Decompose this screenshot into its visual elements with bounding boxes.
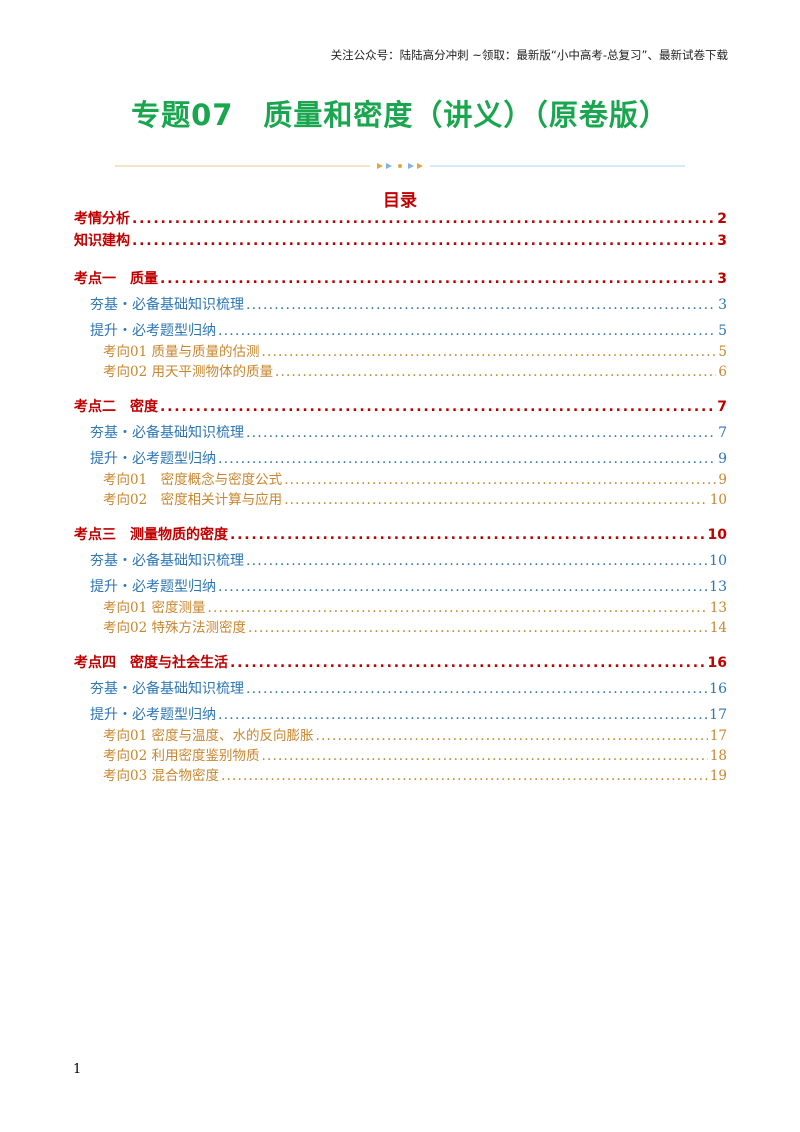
toc-entry-title: 提升・必考题型归纳 <box>90 323 216 339</box>
toc-entry-page: 13 <box>709 579 727 595</box>
toc-entry-title: 知识建构 <box>74 233 130 249</box>
header-note: 关注公众号：陆陆高分冲刺 ~领取：最新版“小中高考-总复习”、最新试卷下载 <box>330 48 728 62</box>
toc-entry-page: 18 <box>709 748 727 764</box>
toc-entry[interactable]: 考情分析....................................… <box>74 208 727 228</box>
toc-entry-title: 夯基・必备基础知识梳理 <box>90 425 244 441</box>
toc-dot-leader: ........................................… <box>247 620 708 636</box>
toc-entry[interactable]: 考向02 密度相关计算与应用..........................… <box>103 488 727 508</box>
toc-dot-leader: ........................................… <box>315 728 707 744</box>
toc-entry-page: 10 <box>709 553 727 569</box>
page-title: 专题07 质量和密度（讲义）（原卷版） <box>131 98 669 132</box>
toc-entry[interactable]: 夯基・必备基础知识梳理.............................… <box>90 550 727 570</box>
toc-dot-leader: ........................................… <box>230 655 706 671</box>
toc-entry[interactable]: 提升・必考题型归纳...............................… <box>90 576 727 596</box>
toc-dot-leader: ........................................… <box>246 425 716 441</box>
toc-dot-leader: ........................................… <box>246 681 707 697</box>
toc-entry[interactable]: 夯基・必备基础知识梳理.............................… <box>90 422 727 442</box>
toc-dot-leader: ........................................… <box>132 211 716 227</box>
toc-entry[interactable]: 知识建构....................................… <box>74 230 727 250</box>
toc-entry[interactable]: 考点二 密度..................................… <box>74 396 727 416</box>
title-divider <box>115 163 685 169</box>
toc-dot-leader: ........................................… <box>261 344 716 360</box>
toc-entry[interactable]: 考向02 特殊方法测密度............................… <box>103 616 727 636</box>
toc-entry-page: 13 <box>709 600 727 616</box>
toc-entry[interactable]: 考向01 密度测量...............................… <box>103 596 727 616</box>
toc-entry-page: 10 <box>709 492 727 508</box>
toc-entry[interactable]: 考向02 利用密度鉴别物质...........................… <box>103 744 727 764</box>
toc-entry-title: 夯基・必备基础知识梳理 <box>90 553 244 569</box>
toc-heading: 目录 <box>383 191 417 211</box>
toc-entry-title: 夯基・必备基础知识梳理 <box>90 297 244 313</box>
toc-dot-leader: ........................................… <box>132 233 716 249</box>
toc-entry-title: 考向02 用天平测物体的质量 <box>103 364 273 380</box>
toc-entry-title: 考点二 密度 <box>74 399 158 415</box>
toc-entry-page: 9 <box>718 472 727 488</box>
toc-dot-leader: ........................................… <box>218 707 707 723</box>
toc-entry-page: 7 <box>718 425 727 441</box>
toc-entry-page: 9 <box>718 451 727 467</box>
toc-entry-page: 2 <box>717 211 727 227</box>
toc-entry-title: 考情分析 <box>74 211 130 227</box>
toc-entry-title: 考点一 质量 <box>74 271 158 287</box>
toc-entry-page: 16 <box>707 655 727 671</box>
toc-entry[interactable]: 考向01 质量与质量的估测...........................… <box>103 340 727 360</box>
toc-dot-leader: ........................................… <box>218 323 716 339</box>
toc-entry-title: 提升・必考题型归纳 <box>90 707 216 723</box>
toc-entry-title: 考向01 密度与温度、水的反向膨胀 <box>103 728 314 744</box>
toc-entry-title: 考向03 混合物密度 <box>103 768 219 784</box>
toc-entry[interactable]: 考向02 用天平测物体的质量..........................… <box>103 360 727 380</box>
toc-entry[interactable]: 考向01 密度与温度、水的反向膨胀.......................… <box>103 724 727 744</box>
toc-dot-leader: ........................................… <box>160 271 716 287</box>
toc-entry-page: 3 <box>717 233 727 249</box>
toc-entry[interactable]: 提升・必考题型归纳...............................… <box>90 448 727 468</box>
toc-entry-title: 考向01 密度概念与密度公式 <box>103 472 283 488</box>
toc-entry[interactable]: 考向03 混合物密度..............................… <box>103 764 727 784</box>
toc-dot-leader: ........................................… <box>246 297 716 313</box>
toc-entry-page: 7 <box>717 399 727 415</box>
toc-entry-title: 考向02 密度相关计算与应用 <box>103 492 283 508</box>
toc-entry-page: 16 <box>709 681 727 697</box>
toc-entry[interactable]: 夯基・必备基础知识梳理.............................… <box>90 294 727 314</box>
toc-dot-leader: ........................................… <box>230 527 706 543</box>
toc-dot-leader: ........................................… <box>284 492 708 508</box>
toc-entry[interactable]: 提升・必考题型归纳...............................… <box>90 320 727 340</box>
toc-entry-title: 夯基・必备基础知识梳理 <box>90 681 244 697</box>
toc-entry[interactable]: 考点三 测量物质的密度.............................… <box>74 524 727 544</box>
page-number: 1 <box>73 1062 82 1077</box>
toc-entry-page: 14 <box>709 620 727 636</box>
toc-entry-page: 5 <box>718 344 727 360</box>
toc-entry-page: 3 <box>717 271 727 287</box>
toc-dot-leader: ........................................… <box>246 553 707 569</box>
toc-entry-page: 3 <box>718 297 727 313</box>
toc-entry[interactable]: 考点一 质量..................................… <box>74 268 727 288</box>
toc-dot-leader: ........................................… <box>207 600 708 616</box>
toc-dot-leader: ........................................… <box>261 748 707 764</box>
toc-entry-title: 考点四 密度与社会生活 <box>74 655 228 671</box>
toc-entry-page: 17 <box>709 707 727 723</box>
toc-dot-leader: ........................................… <box>160 399 716 415</box>
toc-entry-title: 考向02 特殊方法测密度 <box>103 620 246 636</box>
toc-dot-leader: ........................................… <box>218 451 716 467</box>
toc-entry-page: 17 <box>709 728 727 744</box>
toc-entry[interactable]: 提升・必考题型归纳...............................… <box>90 704 727 724</box>
toc-entry-title: 考点三 测量物质的密度 <box>74 527 228 543</box>
toc-entry-title: 提升・必考题型归纳 <box>90 579 216 595</box>
toc-entry[interactable]: 夯基・必备基础知识梳理.............................… <box>90 678 727 698</box>
toc-entry-page: 5 <box>718 323 727 339</box>
toc-dot-leader: ........................................… <box>274 364 716 380</box>
toc-entry-title: 考向01 质量与质量的估测 <box>103 344 260 360</box>
toc-entry-title: 考向02 利用密度鉴别物质 <box>103 748 260 764</box>
toc-entry-page: 6 <box>718 364 727 380</box>
toc-entry-title: 提升・必考题型归纳 <box>90 451 216 467</box>
toc-entry[interactable]: 考点四 密度与社会生活.............................… <box>74 652 727 672</box>
toc-dot-leader: ........................................… <box>284 472 717 488</box>
toc-entry-page: 10 <box>707 527 727 543</box>
toc-entry[interactable]: 考向01 密度概念与密度公式..........................… <box>103 468 727 488</box>
toc-entry-page: 19 <box>709 768 727 784</box>
toc-dot-leader: ........................................… <box>220 768 708 784</box>
toc-dot-leader: ........................................… <box>218 579 707 595</box>
toc-entry-title: 考向01 密度测量 <box>103 600 206 616</box>
